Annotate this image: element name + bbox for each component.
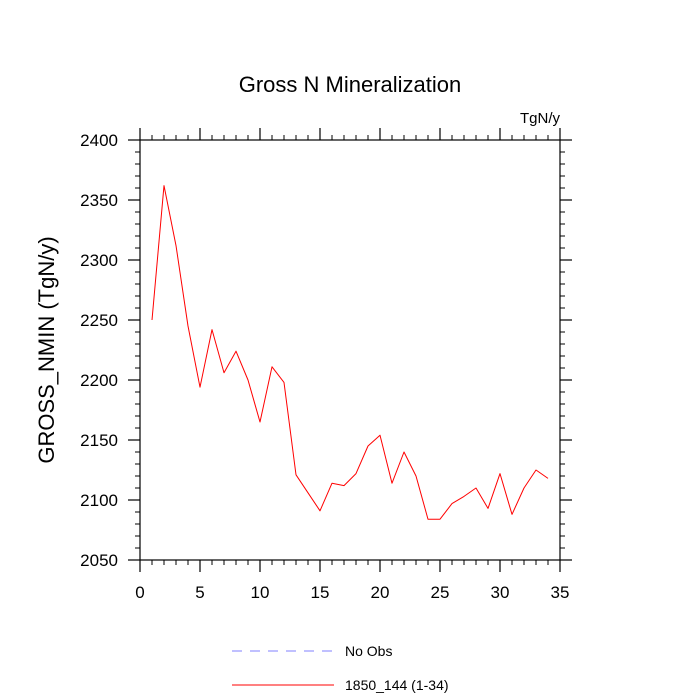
legend-label-1850-144: 1850_144 (1-34) [345,677,449,693]
series-line-0 [151,185,549,520]
y-tick-label: 2350 [80,191,118,210]
x-tick-label: 30 [491,583,510,602]
legend: No Obs 1850_144 (1-34) [232,643,449,693]
x-tick-label: 10 [251,583,270,602]
legend-label-no-obs: No Obs [345,643,392,659]
chart-title: Gross N Mineralization [239,72,462,97]
x-tick-label: 25 [431,583,450,602]
x-tick-label: 5 [195,583,204,602]
tick-labels: 0 5 10 15 20 25 30 35 2050 2100 2150 2200 2250 2300 23… [80,131,569,602]
x-tick-label: 20 [371,583,390,602]
x-tick-label: 35 [551,583,570,602]
series-layer [151,185,549,520]
y-tick-label: 2300 [80,251,118,270]
y-tick-label: 2200 [80,371,118,390]
x-tick-label: 15 [311,583,330,602]
y-tick-label: 2150 [80,431,118,450]
y-tick-label: 2100 [80,491,118,510]
y-axis-label: GROSS_NMIN (TgN/y) [34,236,59,463]
axis-ticks [128,128,572,572]
x-tick-label: 0 [135,583,144,602]
y-tick-label: 2400 [80,131,118,150]
y-tick-label: 2050 [80,551,118,570]
units-label: TgN/y [520,110,561,127]
y-tick-label: 2250 [80,311,118,330]
plot-frame [139,139,561,561]
